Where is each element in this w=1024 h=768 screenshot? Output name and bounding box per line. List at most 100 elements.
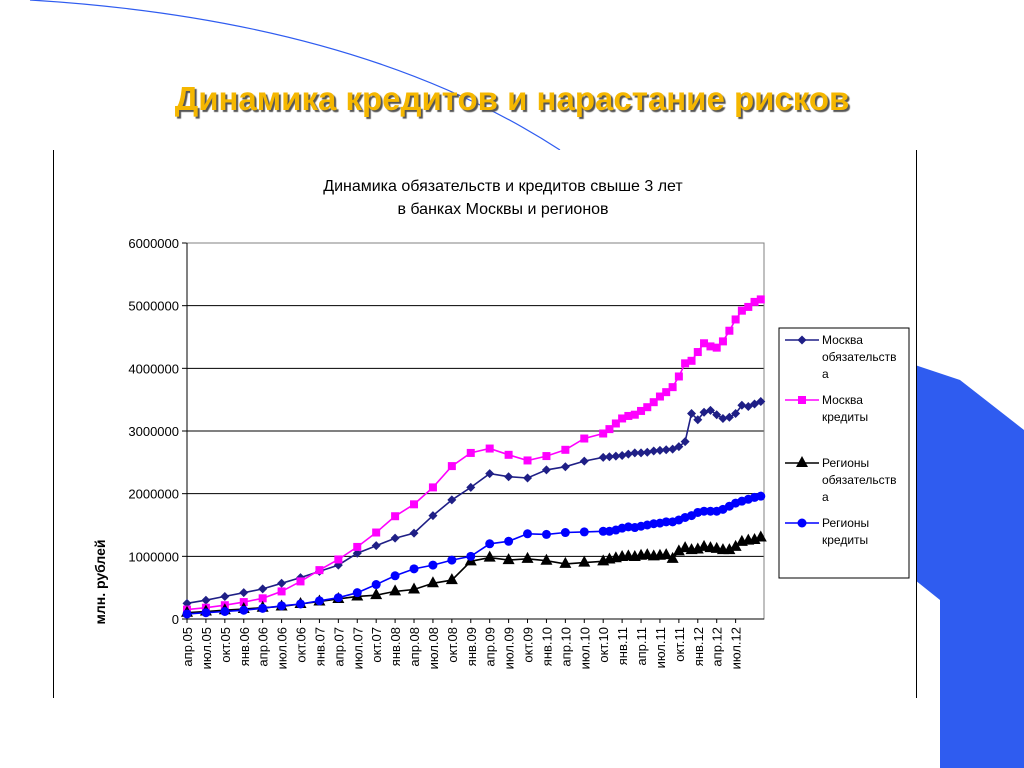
y-tick-label: 2000000 [128,487,179,502]
data-point [579,527,589,537]
data-point [201,595,211,605]
legend: Москва обязательств а Москва кредиты Регионы о… [778,327,910,579]
data-point [712,343,721,352]
data-point [315,566,324,575]
legend-marker [798,396,806,404]
data-point [390,533,400,543]
data-point [599,429,608,438]
x-tick-label: окт.09 [521,627,536,663]
data-point [523,529,533,539]
data-point [371,580,381,590]
data-point [353,542,362,551]
y-tick-label: 6000000 [128,236,179,251]
data-point [611,419,620,428]
chart-frame: Динамика обязательств и кредитов свыше 3… [53,150,917,698]
data-point [754,530,767,542]
data-point [618,414,627,423]
data-point [523,456,532,465]
data-point [560,528,570,538]
data-point [541,529,551,539]
data-point [630,448,640,458]
legend-marker [797,518,807,528]
data-point [705,405,715,415]
data-point [672,544,685,556]
data-point [643,403,652,412]
data-point [559,556,572,568]
data-point [693,348,702,357]
data-point [604,452,614,462]
data-point [409,564,419,574]
x-tick-label: июл.12 [729,627,744,669]
data-point [756,491,766,501]
data-point [674,442,684,452]
data-point [485,444,494,453]
data-point [447,462,456,471]
x-tick-label: июл.11 [653,627,668,668]
data-point [314,596,324,606]
legend-box [778,327,910,579]
data-point [239,588,249,598]
y-tick-label: 4000000 [128,361,179,376]
x-tick-label: окт.11 [672,627,687,662]
data-point [466,448,475,457]
legend-label: обязательств [822,350,896,364]
data-point [560,462,570,472]
data-point [579,456,589,466]
data-point [598,526,608,536]
data-point [239,605,249,615]
data-point [666,551,679,563]
data-point [389,584,402,596]
x-tick-label: янв.12 [691,627,706,666]
data-point [731,408,741,418]
legend-marker [796,456,808,467]
data-point [541,465,551,475]
x-tick-label: апр.08 [407,627,422,667]
data-point [333,593,343,603]
x-tick-label: апр.09 [483,627,498,667]
y-tick-label: 1000000 [128,549,179,564]
x-tick-label: окт.10 [596,627,611,663]
x-tick-label: апр.07 [331,627,346,667]
data-point [277,601,287,611]
x-tick-label: июл.10 [577,627,592,669]
data-point [561,445,570,454]
data-point [296,577,305,586]
data-point [637,406,646,415]
legend-label: Регионы [822,456,869,470]
legend-marker [797,335,807,345]
data-point [410,500,419,509]
y-axis-label: млн. рублей [92,539,108,624]
data-point [729,539,742,551]
data-point [277,578,287,588]
data-point [258,594,267,603]
data-point [649,398,658,407]
legend-label: обязательств [822,473,896,487]
data-point [371,541,381,551]
legend-label: кредиты [822,410,868,424]
data-point [737,400,747,410]
legend-label: Регионы [822,516,869,530]
x-tick-label: окт.08 [445,627,460,663]
data-point [409,528,419,538]
data-point [485,539,495,549]
x-tick-label: апр.12 [710,627,725,667]
data-point [370,588,383,600]
x-tick-label: июл.08 [426,627,441,669]
data-point [661,445,671,455]
data-point [504,536,514,546]
data-point [447,555,457,565]
data-point [296,599,306,609]
data-point [182,609,192,619]
x-tick-label: июл.06 [275,627,290,669]
data-point [718,413,728,423]
x-tick-label: янв.11 [615,627,630,665]
data-point [699,407,709,417]
x-tick-label: апр.11 [634,627,649,666]
data-point [687,356,696,365]
data-point [372,528,381,537]
data-point [687,408,697,418]
data-point [445,573,458,585]
slide-title: Динамика кредитов и нарастание рисков [174,80,850,117]
data-point [201,608,211,618]
